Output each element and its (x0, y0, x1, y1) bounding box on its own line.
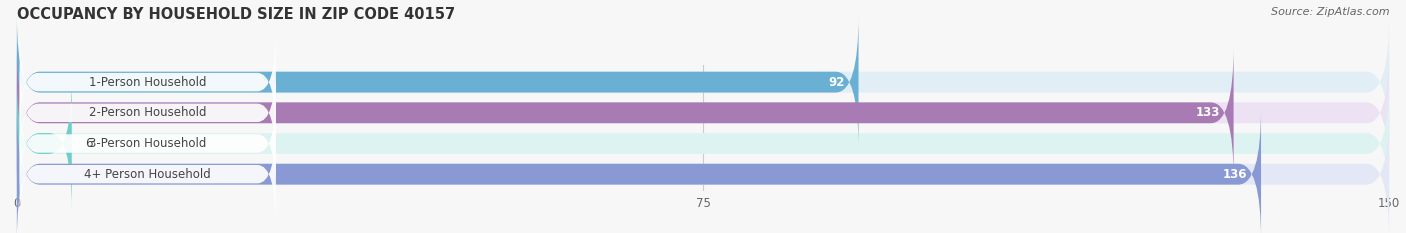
Text: 3-Person Household: 3-Person Household (89, 137, 207, 150)
FancyBboxPatch shape (20, 122, 276, 226)
Text: 1-Person Household: 1-Person Household (89, 76, 207, 89)
Text: 133: 133 (1195, 106, 1220, 119)
FancyBboxPatch shape (17, 47, 1389, 179)
Text: 92: 92 (828, 76, 845, 89)
FancyBboxPatch shape (17, 16, 1389, 148)
Text: 6: 6 (86, 137, 93, 150)
FancyBboxPatch shape (17, 77, 1389, 210)
Text: 136: 136 (1223, 168, 1247, 181)
FancyBboxPatch shape (17, 77, 72, 210)
Text: OCCUPANCY BY HOUSEHOLD SIZE IN ZIP CODE 40157: OCCUPANCY BY HOUSEHOLD SIZE IN ZIP CODE … (17, 7, 456, 22)
FancyBboxPatch shape (17, 16, 859, 148)
FancyBboxPatch shape (20, 61, 276, 165)
Text: Source: ZipAtlas.com: Source: ZipAtlas.com (1271, 7, 1389, 17)
FancyBboxPatch shape (17, 47, 1233, 179)
Text: 2-Person Household: 2-Person Household (89, 106, 207, 119)
FancyBboxPatch shape (20, 30, 276, 134)
FancyBboxPatch shape (20, 91, 276, 196)
FancyBboxPatch shape (17, 108, 1389, 233)
Text: 4+ Person Household: 4+ Person Household (84, 168, 211, 181)
FancyBboxPatch shape (17, 108, 1261, 233)
